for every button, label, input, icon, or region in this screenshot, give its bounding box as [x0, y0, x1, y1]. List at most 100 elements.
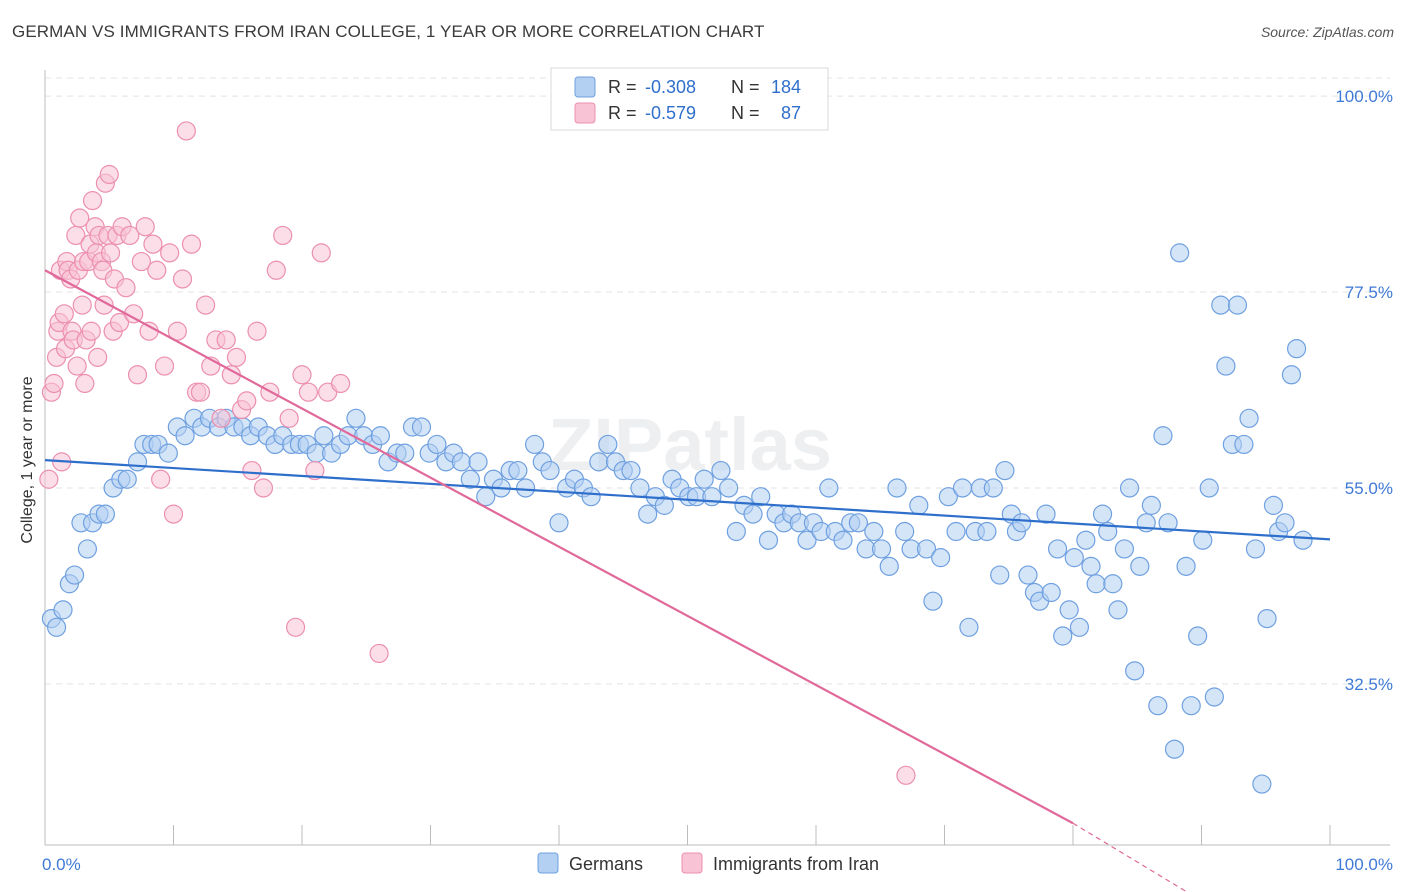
data-point-germans — [819, 478, 839, 498]
data-point-germans — [1263, 495, 1284, 515]
data-point-germans — [694, 469, 714, 489]
data-point-germans — [1239, 408, 1259, 428]
data-point-germans — [719, 478, 739, 498]
legend-r-label: R = — [608, 77, 637, 97]
legend-label-iran: Immigrants from Iran — [713, 854, 879, 874]
data-point-germans — [1069, 617, 1090, 637]
data-point-germans — [1081, 556, 1101, 576]
data-point-germans — [1036, 504, 1056, 524]
data-point-iran — [311, 243, 331, 263]
data-point-iran — [143, 234, 163, 254]
data-point-iran — [181, 234, 202, 254]
data-point-iran — [72, 295, 92, 315]
data-point-iran — [369, 643, 389, 664]
legend-swatch-iran — [681, 852, 703, 874]
data-point-germans — [797, 530, 817, 550]
data-point-germans — [1216, 356, 1236, 376]
data-point-germans — [53, 600, 73, 620]
data-point-iran — [99, 164, 119, 185]
legend-r-value: -0.308 — [645, 77, 696, 97]
data-point-iran — [116, 278, 136, 298]
data-point-germans — [395, 443, 415, 463]
data-point-germans — [1204, 687, 1224, 707]
data-point-iran — [226, 347, 247, 367]
x-tick-label: 0.0% — [42, 855, 81, 874]
data-point-iran — [196, 295, 216, 315]
data-point-germans — [314, 426, 334, 446]
data-point-germans — [1076, 530, 1096, 550]
data-point-iran — [298, 382, 319, 402]
data-point-iran — [172, 269, 193, 289]
data-point-iran — [285, 617, 306, 637]
data-point-germans — [117, 469, 137, 489]
data-point-germans — [589, 452, 609, 472]
data-point-germans — [931, 548, 951, 568]
data-point-germans — [702, 487, 722, 507]
data-point-germans — [540, 460, 560, 481]
data-point-germans — [1053, 626, 1073, 646]
data-point-germans — [158, 443, 178, 463]
data-point-germans — [848, 513, 869, 533]
data-point-germans — [1130, 556, 1150, 576]
data-point-iran — [147, 260, 167, 280]
series-iran — [39, 121, 916, 785]
data-point-germans — [946, 521, 966, 542]
data-point-iran — [70, 208, 90, 228]
series-germans — [41, 243, 1313, 794]
data-point-germans — [598, 434, 618, 455]
data-point-germans — [370, 426, 390, 446]
data-point-germans — [990, 565, 1010, 585]
data-point-germans — [515, 478, 536, 498]
stats-legend: R = -0.308 N = 184 R = -0.579 N = 87 — [550, 67, 829, 131]
y-tick-label: 100.0% — [1335, 87, 1393, 106]
data-point-iran — [896, 765, 916, 785]
data-point-germans — [751, 487, 771, 507]
data-point-germans — [175, 426, 195, 446]
data-point-iran — [305, 460, 325, 481]
data-point-iran — [292, 365, 312, 385]
data-point-germans — [758, 530, 779, 550]
data-point-germans — [1193, 530, 1213, 550]
source-label: Source: ZipAtlas.com — [1260, 24, 1394, 40]
legend-n-label: N = — [731, 77, 760, 97]
data-point-germans — [1281, 365, 1302, 385]
data-point-germans — [1176, 556, 1196, 576]
data-point-iran — [67, 356, 87, 376]
data-point-germans — [95, 504, 115, 524]
data-point-germans — [524, 434, 545, 455]
data-point-germans — [864, 521, 884, 542]
data-point-iran — [163, 504, 184, 524]
data-point-germans — [977, 521, 997, 542]
data-point-germans — [1119, 478, 1140, 498]
data-point-iran — [211, 408, 231, 428]
data-point-iran — [135, 217, 155, 237]
data-point-germans — [959, 617, 979, 637]
data-point-germans — [1108, 600, 1128, 620]
data-point-germans — [64, 565, 85, 585]
data-point-germans — [411, 417, 432, 437]
data-point-germans — [1170, 243, 1190, 263]
y-tick-label: 32.5% — [1345, 675, 1393, 694]
data-point-germans — [909, 495, 929, 515]
data-point-iran — [253, 478, 274, 498]
series-legend: Germans Immigrants from Iran — [537, 852, 879, 874]
data-point-iran — [54, 304, 74, 324]
data-point-germans — [1125, 661, 1145, 681]
data-point-germans — [1158, 513, 1178, 533]
data-point-iran — [190, 382, 211, 402]
data-point-germans — [1103, 574, 1123, 594]
data-point-iran — [127, 365, 148, 385]
data-point-iran — [44, 373, 64, 394]
data-point-germans — [638, 504, 658, 524]
trend-lines — [44, 269, 1331, 892]
data-point-iran — [279, 408, 299, 428]
legend-n-label: N = — [731, 103, 760, 123]
data-point-germans — [887, 478, 907, 498]
legend-label-germans: Germans — [569, 854, 643, 874]
data-point-germans — [833, 530, 853, 550]
data-point-germans — [1141, 495, 1161, 515]
data-point-germans — [1245, 539, 1266, 559]
data-point-germans — [1018, 565, 1038, 585]
data-point-germans — [983, 478, 1003, 498]
data-point-germans — [1086, 574, 1106, 594]
